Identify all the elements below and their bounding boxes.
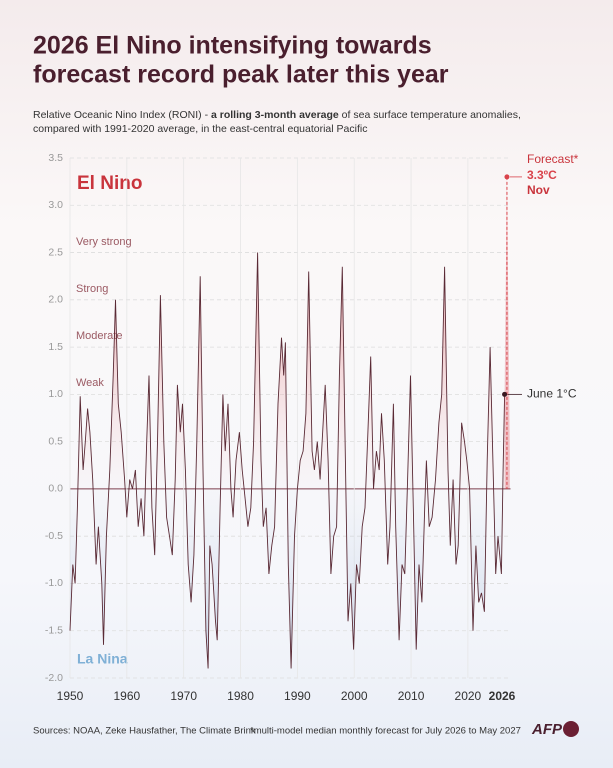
forecast-peak-month: Nov [527,183,550,197]
june-label: June 1°C [527,387,577,401]
logo: AFP [531,721,563,738]
logo-dot [563,721,579,737]
x-tick-label: 1960 [113,689,140,703]
title-line: forecast record peak later this year [33,61,449,89]
y-tick-label: 2.5 [48,246,63,258]
subtitle-part: of sea surface temperature anomalies, [339,109,521,121]
y-tick-label: 3.5 [48,152,63,164]
forecast-peak-label: 3.3ºC [527,168,557,182]
x-tick-label: 2020 [455,689,482,703]
y-tick-label: -1.5 [45,625,63,637]
intensity-label: Strong [76,283,108,295]
el-nino-label: El Nino [77,173,142,194]
subtitle-line: Relative Oceanic Nino Index (RONI) - a r… [33,109,521,121]
intensity-label: Moderate [76,330,122,342]
x-tick-label: 2010 [398,689,425,703]
x-tick-label: 1980 [227,689,254,703]
x-tick-label: 2000 [341,689,368,703]
footnote: *multi-model median monthly forecast for… [250,726,521,737]
y-tick-label: 1.0 [48,388,63,400]
subtitle-part: a rolling 3-month average [211,109,339,121]
y-tick-label: -2.0 [45,672,63,684]
intensity-label: Very strong [76,236,132,248]
y-tick-label: -1.0 [45,577,63,589]
y-tick-label: 2.0 [48,294,63,306]
subtitle-part: compared with 1991-2020 average, in the … [33,123,367,135]
line [69,252,506,669]
forecast-point [504,174,510,180]
title-line: 2026 El Nino intensifying towards [33,32,432,60]
subtitle-line: compared with 1991-2020 average, in the … [33,123,367,135]
x-tick-label: 1990 [284,689,311,703]
sources: Sources: NOAA, Zeke Hausfather, The Clim… [33,726,256,737]
y-tick-label: 0.5 [48,435,63,447]
x-tick-label: 1970 [170,689,197,703]
y-tick-label: 3.0 [48,199,63,211]
forecast-point [502,391,508,397]
x-tick-label: 1950 [57,689,84,703]
y-tick-label: 0.0 [48,483,63,495]
y-tick-label: 1.5 [48,341,63,353]
x-tick-label: 2026 [489,689,516,703]
y-tick-label: -0.5 [45,530,63,542]
intensity-label: Weak [76,377,104,389]
subtitle-part: Relative Oceanic Nino Index (RONI) - [33,109,211,121]
la-nina-label: La Nina [77,651,128,667]
forecast-label: Forecast* [527,152,579,166]
